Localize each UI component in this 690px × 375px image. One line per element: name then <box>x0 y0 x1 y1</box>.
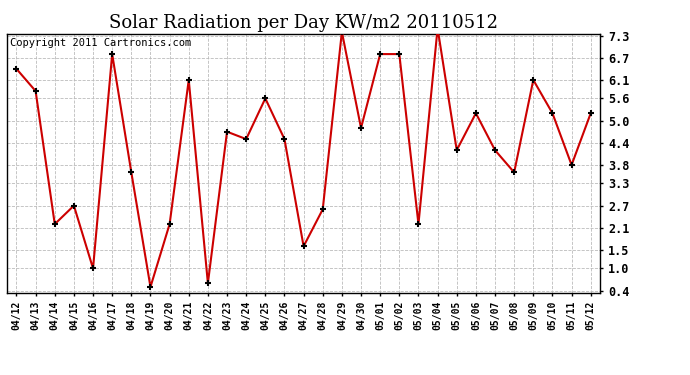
Title: Solar Radiation per Day KW/m2 20110512: Solar Radiation per Day KW/m2 20110512 <box>109 14 498 32</box>
Text: Copyright 2011 Cartronics.com: Copyright 2011 Cartronics.com <box>10 38 191 48</box>
